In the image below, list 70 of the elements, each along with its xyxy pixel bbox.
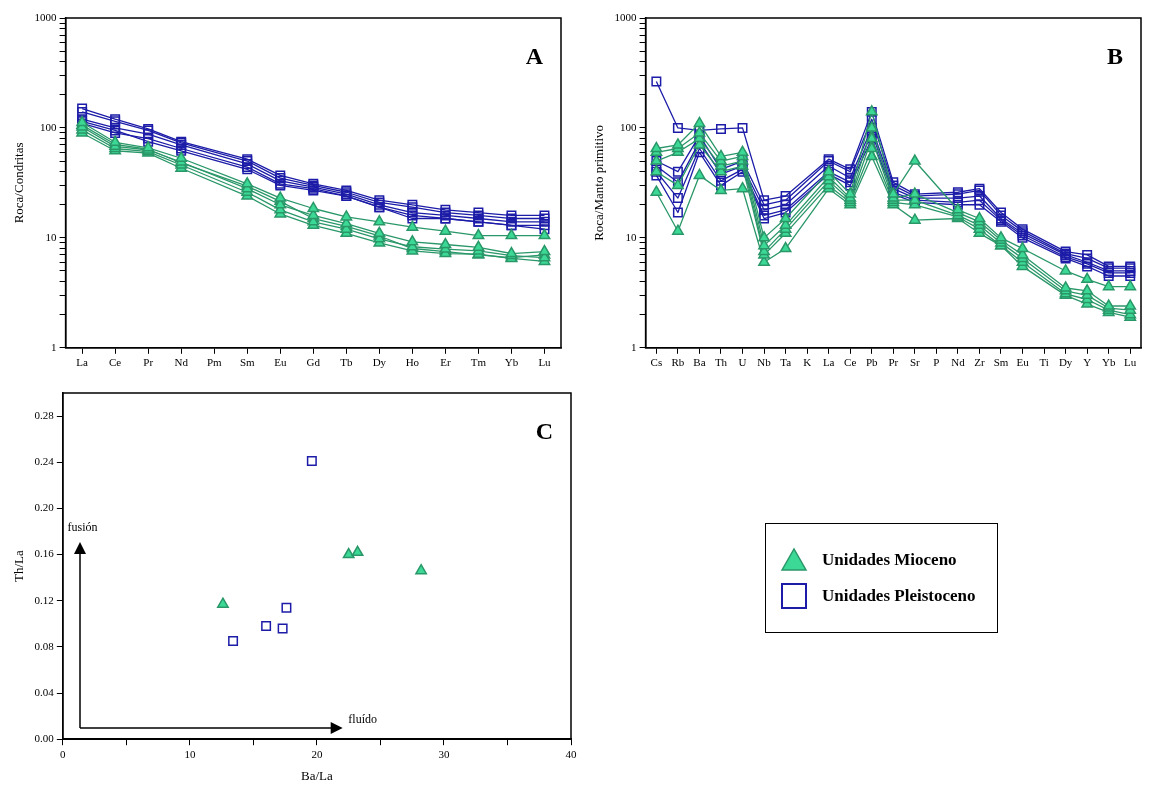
x-tick-label: Nd	[951, 356, 966, 369]
y-tick-label: 0.20	[34, 501, 55, 514]
y-axis-title: Roca/Condritas	[11, 142, 27, 224]
y-tick-label: 0.04	[34, 685, 55, 698]
y-tick-label: 1	[51, 340, 57, 353]
x-tick-label: Pr	[888, 356, 899, 369]
x-tick-label: 0	[60, 747, 67, 760]
y-tick-label: 10	[625, 230, 638, 243]
x-tick-label: Tb	[340, 356, 353, 369]
x-tick-label: Ho	[405, 356, 420, 369]
y-tick-label: 0.16	[34, 547, 55, 560]
x-tick-label: Pb	[865, 356, 879, 369]
x-tick-label: 30	[438, 747, 450, 760]
x-tick-label: Dy	[372, 356, 387, 369]
x-axis-title: Ba/La	[301, 767, 334, 783]
x-tick-label: P	[933, 356, 940, 369]
x-tick-label: Zr	[974, 356, 985, 369]
x-tick-label: Pr	[143, 356, 154, 369]
x-tick-label: Sm	[239, 356, 256, 369]
x-tick-label: Lu	[1124, 356, 1137, 369]
x-tick-label: Rb	[671, 356, 685, 369]
x-tick-label: U	[738, 356, 747, 369]
legend-label: Unidades Mioceno	[822, 550, 957, 570]
x-tick-label: Lu	[538, 356, 552, 369]
y-axis-title: Roca/Manto primitivo	[591, 124, 607, 241]
x-tick-label: Eu	[274, 356, 287, 369]
x-tick-label: Cs	[650, 356, 663, 369]
y-tick-label: 10	[45, 230, 58, 243]
x-tick-label: Y	[1083, 356, 1092, 369]
x-tick-label: Yb	[1101, 356, 1116, 369]
x-tick-label: Nd	[174, 356, 189, 369]
x-tick-label: Gd	[306, 356, 321, 369]
x-tick-label: 40	[565, 747, 577, 760]
x-tick-label: 20	[311, 747, 323, 760]
x-tick-label: Ti	[1039, 356, 1049, 369]
x-tick-label: Er	[440, 356, 451, 369]
x-tick-label: Ba	[693, 356, 706, 369]
x-tick-label: K	[803, 356, 812, 369]
annotation: A	[525, 43, 544, 70]
y-axis-title: Th/La	[11, 549, 27, 582]
x-tick-label: Sm	[993, 356, 1009, 369]
x-tick-label: Dy	[1058, 356, 1073, 369]
y-tick-label: 100	[620, 120, 638, 133]
y-tick-label: 0.28	[34, 408, 55, 421]
y-tick-label: 100	[40, 120, 58, 133]
x-tick-label: Sr	[909, 356, 921, 369]
x-tick-label: Th	[714, 356, 728, 369]
y-tick-label: 1000	[614, 10, 638, 23]
x-tick-label: Tm	[470, 356, 487, 369]
x-tick-label: 10	[184, 747, 196, 760]
x-tick-label: La	[822, 356, 835, 369]
y-tick-label: 1000	[34, 10, 58, 23]
x-tick-label: Pm	[206, 356, 222, 369]
annotation: fluído	[348, 711, 377, 727]
y-tick-label: 0.24	[34, 455, 55, 468]
annotation: fusión	[67, 519, 98, 535]
x-tick-label: Ce	[109, 356, 122, 369]
x-tick-label: Yb	[504, 356, 519, 369]
y-tick-label: 0.12	[34, 593, 54, 606]
annotation: C	[535, 418, 553, 445]
x-tick-label: Ta	[780, 356, 792, 369]
y-tick-label: 1	[631, 340, 637, 353]
legend-label: Unidades Pleistoceno	[822, 586, 976, 606]
x-tick-label: La	[76, 356, 89, 369]
y-tick-label: 0.08	[34, 639, 55, 652]
annotation: B	[1106, 43, 1123, 70]
x-tick-label: Ce	[844, 356, 857, 369]
x-tick-label: Nb	[757, 356, 772, 369]
x-tick-label: Eu	[1016, 356, 1030, 369]
y-tick-label: 0.00	[34, 732, 55, 745]
